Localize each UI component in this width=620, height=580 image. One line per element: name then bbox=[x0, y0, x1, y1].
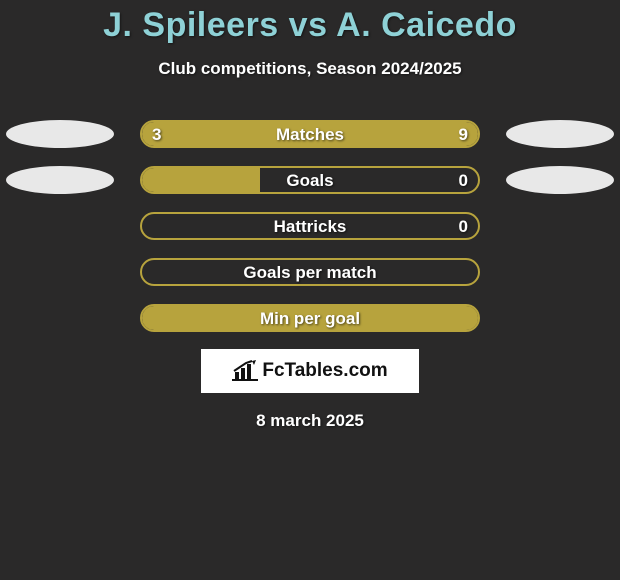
stat-label: Matches bbox=[142, 125, 478, 145]
stat-bar: Min per goal bbox=[140, 304, 480, 332]
page-title: J. Spileers vs A. Caicedo bbox=[0, 0, 620, 45]
stat-label: Goals bbox=[142, 171, 478, 191]
page-root: J. Spileers vs A. Caicedo Club competiti… bbox=[0, 0, 620, 580]
stat-bar: Matches3 9 bbox=[140, 120, 480, 148]
player-ellipse-right bbox=[506, 166, 614, 194]
stat-row: Goals per match bbox=[0, 257, 620, 287]
stat-value-right: 0 bbox=[459, 171, 468, 191]
stat-row: Min per goal bbox=[0, 303, 620, 333]
branding-inner: FcTables.com bbox=[232, 360, 387, 382]
stat-value-right: 0 bbox=[459, 217, 468, 237]
branding-text: FcTables.com bbox=[262, 360, 387, 382]
stat-bar: Goals0 bbox=[140, 166, 480, 194]
stat-value-right: 9 bbox=[459, 125, 468, 145]
chart-icon bbox=[232, 360, 258, 382]
date-line: 8 march 2025 bbox=[0, 411, 620, 431]
stat-label: Min per goal bbox=[142, 309, 478, 329]
stat-bar: Goals per match bbox=[140, 258, 480, 286]
stats-block: Matches39Goals0Hattricks0Goals per match… bbox=[0, 119, 620, 333]
stat-bar: Hattricks0 bbox=[140, 212, 480, 240]
player-ellipse-left bbox=[6, 166, 114, 194]
branding-badge: FcTables.com bbox=[201, 349, 419, 393]
stat-label: Goals per match bbox=[142, 263, 478, 283]
stat-row: Matches3 9 bbox=[0, 119, 620, 149]
player-ellipse-left bbox=[6, 120, 114, 148]
stat-value-left: 3 bbox=[152, 125, 161, 145]
page-subtitle: Club competitions, Season 2024/2025 bbox=[0, 59, 620, 79]
player-ellipse-right bbox=[506, 120, 614, 148]
stat-label: Hattricks bbox=[142, 217, 478, 237]
stat-row: Hattricks0 bbox=[0, 211, 620, 241]
stat-row: Goals0 bbox=[0, 165, 620, 195]
